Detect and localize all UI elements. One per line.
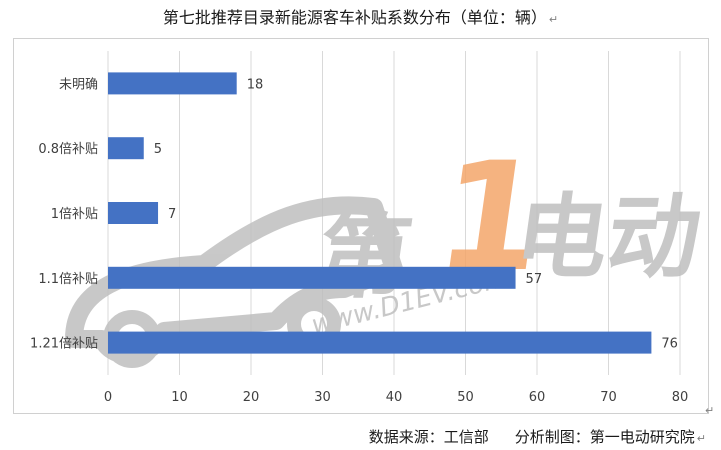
x-tick-label: 40 — [386, 390, 403, 405]
data-label: 76 — [661, 337, 678, 352]
category-label: 1.1倍补贴 — [38, 272, 98, 287]
x-tick-label: 0 — [104, 390, 112, 405]
x-tick-label: 50 — [457, 390, 474, 405]
chart-title: 第七批推荐目录新能源客车补贴系数分布（单位：辆） ↵ — [162, 8, 559, 27]
bar — [108, 331, 652, 354]
return-mark-icon: ↵ — [548, 13, 559, 26]
chart-by-text: 分析制图：第一电动研究院 — [514, 428, 695, 446]
data-label: 7 — [168, 207, 176, 222]
x-tick-label: 80 — [672, 390, 689, 405]
x-tick-label: 60 — [529, 390, 546, 405]
category-label: 1.21倍补贴 — [30, 337, 98, 352]
bar — [108, 72, 237, 95]
data-source-text: 数据来源：工信部 — [368, 428, 489, 446]
category-label: 1倍补贴 — [51, 207, 98, 222]
return-mark-icon: ↵ — [705, 404, 715, 417]
data-label: 5 — [154, 142, 162, 157]
svg-text:电动: 电动 — [509, 183, 708, 290]
bar — [108, 266, 516, 289]
data-label: 18 — [247, 77, 264, 92]
x-tick-label: 70 — [600, 390, 617, 405]
category-label: 0.8倍补贴 — [38, 142, 98, 157]
x-tick-label: 10 — [171, 390, 188, 405]
svg-text:第: 第 — [311, 203, 418, 310]
category-label: 未明确 — [59, 77, 98, 92]
x-tick-label: 20 — [243, 390, 260, 405]
bar — [108, 137, 144, 160]
chart-frame: 第 1 电动 www.D1EV.com 18 未明确 5 0.8倍补贴 7 1倍补贴 57 1.1倍补… — [13, 38, 709, 414]
return-mark-icon: ↵ — [696, 432, 706, 445]
source-line: 数据来源：工信部 分析制图：第一电动研究院 ↵ — [0, 426, 706, 447]
x-tick-label: 30 — [314, 390, 331, 405]
bar — [108, 202, 159, 224]
data-label: 57 — [526, 272, 543, 287]
